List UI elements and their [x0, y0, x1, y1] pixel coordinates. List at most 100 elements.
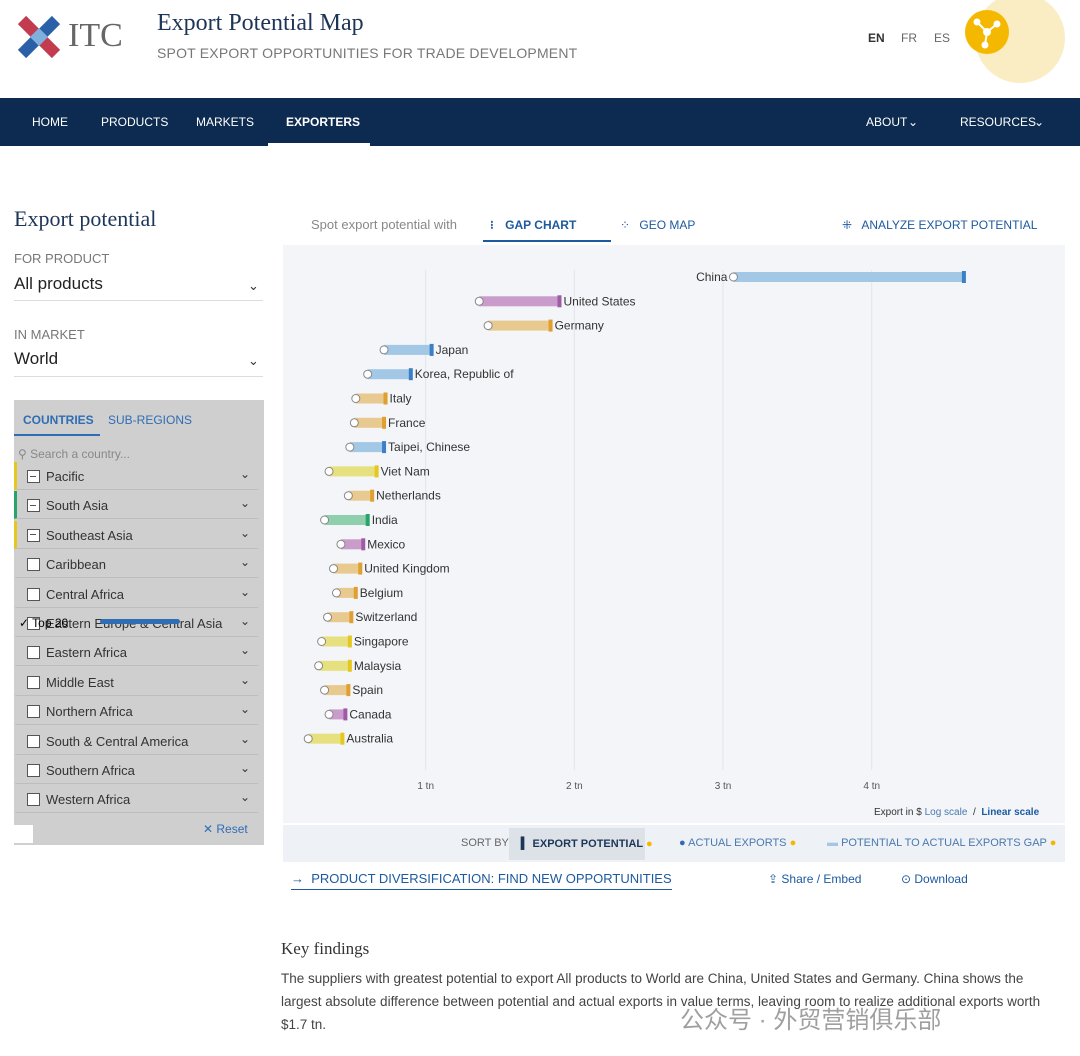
category-label: Malaysia [354, 659, 402, 673]
diversification-label: PRODUCT DIVERSIFICATION: FIND NEW OPPORT… [311, 871, 672, 886]
x-tick-label: 3 tn [715, 781, 732, 792]
gap-chart: 1 tn 2 tn 3 tn 4 tn China United States German… [283, 245, 1065, 823]
potential-mark [343, 708, 348, 721]
top-selector[interactable]: ✓ Top 20 [19, 616, 69, 630]
analyze-link[interactable]: ⁜ ANALYZE EXPORT POTENTIAL [842, 218, 1038, 232]
language-option[interactable]: ES [934, 31, 951, 45]
sort-label: SORT BY [461, 837, 509, 849]
gap-bar [488, 320, 551, 331]
region-row[interactable]: Northern Africa ⌄ [14, 697, 258, 726]
tab-gap-label: GAP CHART [505, 218, 577, 232]
itc-logo-icon [17, 15, 61, 59]
gap-bar [327, 612, 352, 623]
nav-item[interactable]: ABOUT [866, 115, 908, 129]
region-row[interactable]: South & Central America ⌄ [14, 727, 258, 755]
category-label: India [372, 513, 398, 527]
x-tick-label: 4 tn [863, 781, 880, 792]
region-row[interactable]: South Asia ⌄ [14, 491, 258, 520]
product-select[interactable]: All products [14, 274, 103, 293]
region-row[interactable]: Middle East ⌄ [14, 668, 258, 696]
region-row[interactable]: Southern Africa ⌄ [14, 756, 258, 784]
tab-subregions[interactable]: SUB-REGIONS [108, 413, 193, 427]
sort-gap[interactable]: ▬ POTENTIAL TO ACTUAL EXPORTS GAP ● [827, 837, 1057, 849]
actual-mark [317, 637, 327, 646]
potential-mark [358, 562, 363, 575]
actual-mark [345, 442, 355, 452]
region-chevron: ⌄ [239, 555, 250, 570]
region-chevron: ⌄ [239, 643, 250, 658]
region-row[interactable]: Western Africa ⌄ [14, 785, 258, 814]
sort-actual-exports[interactable]: ● ACTUAL EXPORTS ● [679, 837, 797, 849]
region-checkbox[interactable] [27, 470, 40, 483]
region-checkbox[interactable] [27, 705, 40, 719]
region-checkbox[interactable] [27, 528, 40, 542]
region-checkbox[interactable] [27, 558, 40, 572]
checkbox[interactable] [14, 825, 33, 843]
tab-geo-map[interactable]: ⁘ GEO MAP [620, 218, 696, 232]
category-label: China [696, 270, 728, 284]
region-row[interactable]: Pacific ⌄ [14, 462, 258, 490]
nav-item[interactable]: HOME [32, 115, 68, 129]
divider [14, 300, 263, 301]
partial-mark [30, 534, 36, 536]
share-button[interactable]: ⇪ Share / Embed [768, 872, 862, 886]
tab-gap-chart[interactable]: ⁝ GAP CHART [490, 218, 577, 232]
actual-mark [728, 272, 738, 282]
actual-mark [483, 321, 493, 331]
region-row[interactable]: Caribbean ⌄ [14, 550, 258, 579]
tab-underline [483, 240, 611, 242]
region-checkbox[interactable] [27, 675, 40, 689]
potential-mark [382, 416, 387, 429]
category-label: Netherlands [376, 489, 441, 503]
actual-mark [331, 588, 341, 598]
nav-item[interactable]: MARKETS [196, 115, 255, 129]
region-checkbox[interactable] [27, 793, 40, 807]
region-chevron: ⌄ [239, 467, 250, 481]
region-checkbox[interactable] [27, 499, 40, 513]
language-option[interactable]: EN [868, 31, 885, 45]
actual-mark [363, 369, 373, 379]
region-checkbox[interactable] [27, 734, 40, 748]
region-checkbox[interactable] [27, 617, 40, 630]
gap-bar [355, 393, 386, 404]
tab-underline [14, 434, 100, 436]
category-label: Viet Nam [381, 464, 430, 478]
chevron: ⌄ [248, 278, 259, 293]
tab-countries[interactable]: COUNTRIES [23, 413, 94, 427]
language-option[interactable]: FR [901, 31, 917, 45]
region-name: Caribbean [46, 557, 106, 573]
region-name: Southern Africa [46, 763, 135, 778]
region-chevron: ⌄ [239, 761, 250, 775]
actual-mark [314, 661, 324, 671]
region-row[interactable]: Central Africa ⌄ [14, 580, 258, 608]
share-label: Share / Embed [781, 872, 862, 886]
nav-chevron: ⌄ [1034, 115, 1045, 129]
market-select[interactable]: World [14, 349, 59, 368]
slider[interactable] [100, 619, 180, 624]
nav-item[interactable]: RESOURCES [960, 115, 1037, 129]
nav-item[interactable]: PRODUCTS [101, 115, 169, 129]
potential-mark [382, 441, 387, 454]
diversification-link[interactable]: → PRODUCT DIVERSIFICATION: FIND NEW OPPO… [291, 871, 672, 890]
potential-mark [361, 538, 366, 551]
sort-export-potential[interactable]: ▍ EXPORT POTENTIAL ● [521, 838, 653, 850]
region-row[interactable]: Eastern Africa ⌄ [14, 638, 258, 667]
region-checkbox[interactable] [27, 764, 40, 777]
site-title[interactable]: Export Potential Map [157, 10, 364, 36]
download-button[interactable]: ⊙ Download [901, 872, 968, 886]
region-name: Middle East [46, 674, 114, 690]
region-checkbox[interactable] [27, 587, 40, 601]
actual-mark [320, 515, 330, 525]
search-input[interactable]: ⚲ Search a country... [18, 447, 130, 461]
actual-mark [324, 466, 334, 476]
category-label: Singapore [354, 635, 409, 649]
nav-item[interactable]: EXPORTERS [286, 115, 361, 129]
region-row[interactable]: Southeast Asia ⌄ [14, 520, 258, 549]
linear-scale[interactable]: Linear scale [981, 807, 1040, 818]
x-tick-label: 2 tn [566, 781, 583, 792]
log-scale[interactable]: Log scale [924, 807, 968, 818]
region-name: Central Africa [46, 586, 125, 602]
reset-button[interactable]: ✕ Reset [203, 822, 248, 836]
region-checkbox[interactable] [27, 646, 40, 660]
